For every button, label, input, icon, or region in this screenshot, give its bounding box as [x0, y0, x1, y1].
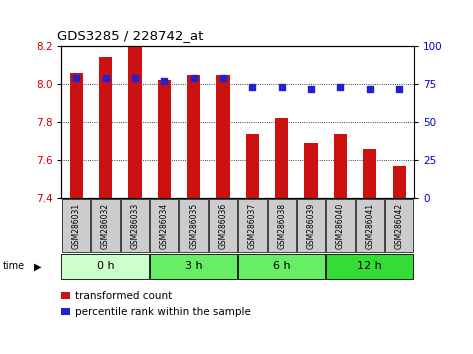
- Bar: [187, 75, 200, 198]
- Text: GSM286039: GSM286039: [307, 202, 315, 249]
- Bar: [275, 118, 289, 198]
- Text: percentile rank within the sample: percentile rank within the sample: [75, 307, 251, 316]
- Text: time: time: [2, 261, 25, 272]
- Text: GSM286032: GSM286032: [101, 202, 110, 249]
- Text: GSM286041: GSM286041: [365, 202, 374, 249]
- Text: GSM286040: GSM286040: [336, 202, 345, 249]
- Text: ▶: ▶: [34, 261, 42, 272]
- Point: [219, 75, 227, 81]
- Point: [337, 84, 344, 90]
- Text: 0 h: 0 h: [96, 261, 114, 272]
- Point: [131, 75, 139, 81]
- Text: GSM286036: GSM286036: [219, 202, 228, 249]
- Bar: [246, 133, 259, 198]
- Point: [307, 86, 315, 91]
- Text: 6 h: 6 h: [273, 261, 290, 272]
- Text: transformed count: transformed count: [75, 291, 172, 301]
- Bar: [158, 80, 171, 198]
- Bar: [305, 143, 318, 198]
- Text: GSM286035: GSM286035: [189, 202, 198, 249]
- Point: [366, 86, 374, 91]
- Text: GSM286031: GSM286031: [72, 202, 81, 249]
- Point: [278, 84, 286, 90]
- Point: [395, 86, 403, 91]
- Text: 3 h: 3 h: [185, 261, 202, 272]
- Point: [160, 78, 168, 84]
- Point: [102, 75, 109, 81]
- Text: GSM286038: GSM286038: [277, 202, 286, 249]
- Bar: [363, 149, 377, 198]
- Bar: [99, 57, 112, 198]
- Text: 12 h: 12 h: [358, 261, 382, 272]
- Bar: [70, 73, 83, 198]
- Bar: [216, 75, 229, 198]
- Point: [72, 75, 80, 81]
- Text: GSM286037: GSM286037: [248, 202, 257, 249]
- Bar: [128, 46, 141, 198]
- Text: GDS3285 / 228742_at: GDS3285 / 228742_at: [57, 29, 203, 42]
- Text: GSM286034: GSM286034: [160, 202, 169, 249]
- Bar: [393, 166, 406, 198]
- Text: GSM286042: GSM286042: [394, 202, 403, 249]
- Bar: [334, 133, 347, 198]
- Text: GSM286033: GSM286033: [131, 202, 140, 249]
- Point: [190, 75, 197, 81]
- Point: [249, 84, 256, 90]
